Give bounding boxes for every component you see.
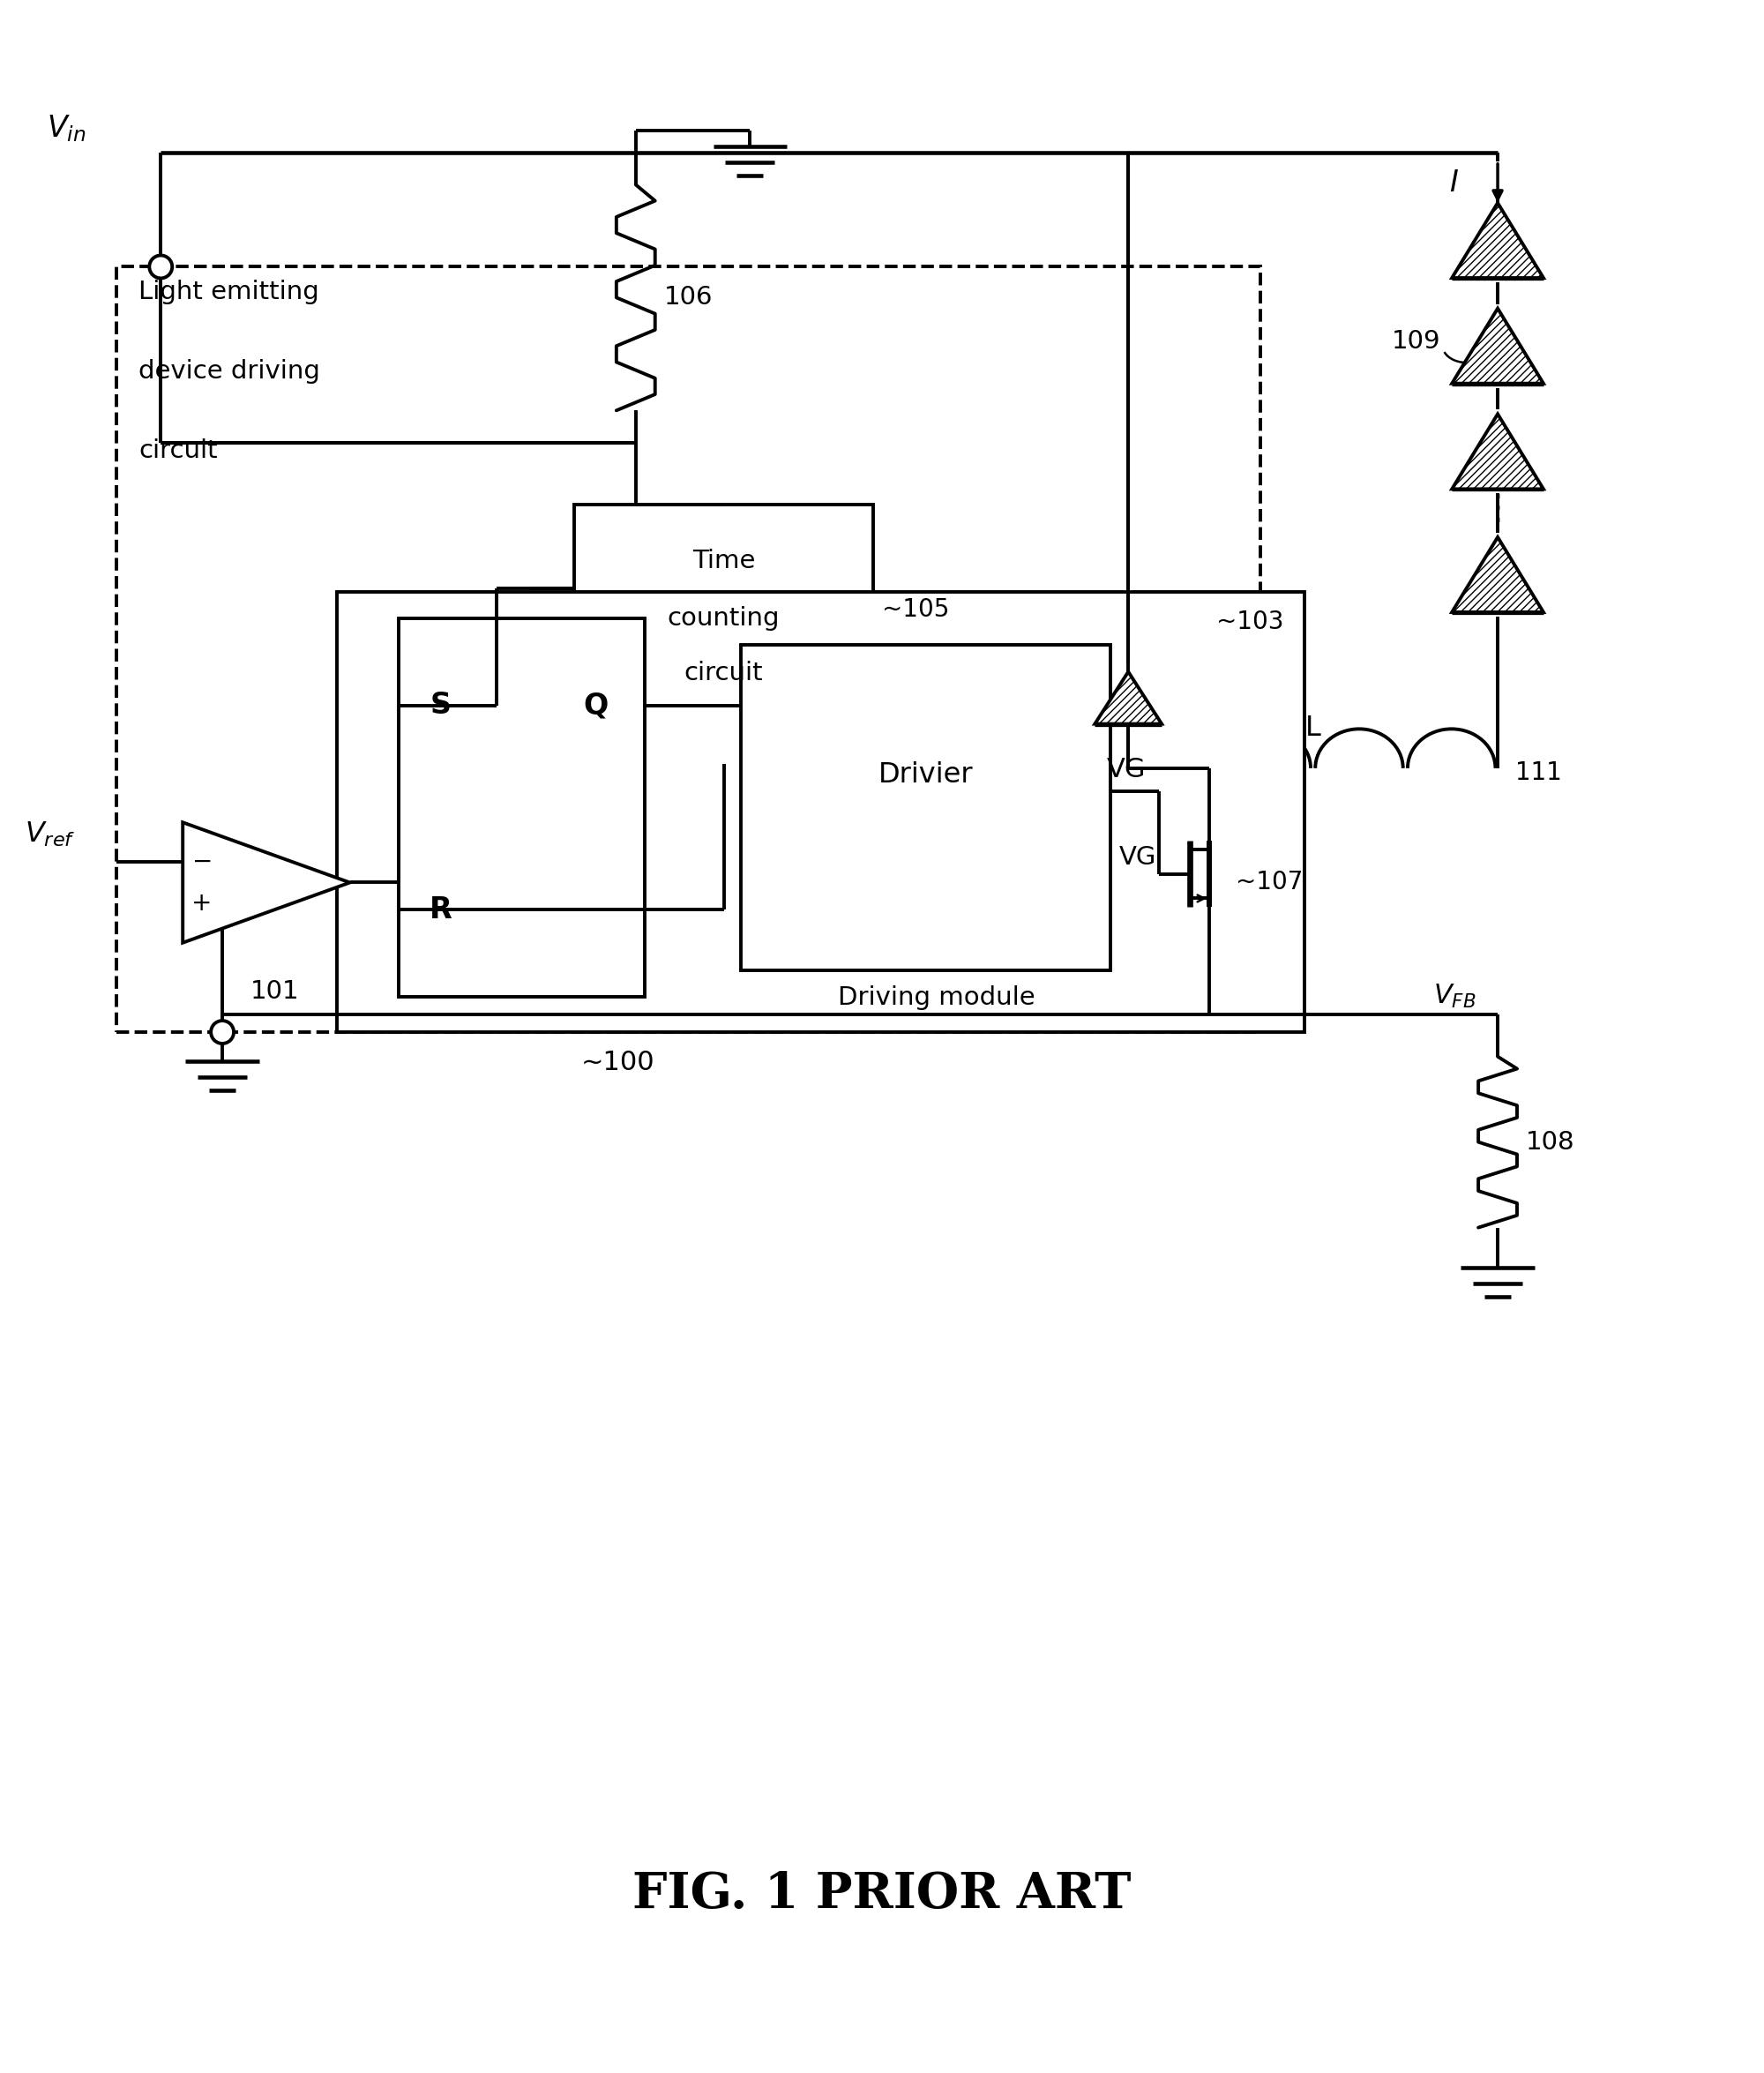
Text: Time: Time xyxy=(691,549,755,574)
Polygon shape xyxy=(1452,537,1544,612)
Circle shape xyxy=(150,255,173,278)
Text: $V_{ref}$: $V_{ref}$ xyxy=(25,821,76,848)
Polygon shape xyxy=(1095,672,1162,723)
Bar xyxy=(399,618,644,997)
Text: 108: 108 xyxy=(1526,1130,1575,1155)
Text: circuit: circuit xyxy=(684,661,764,686)
Text: Light emitting: Light emitting xyxy=(139,280,319,305)
Text: 101: 101 xyxy=(250,978,300,1003)
Text: R: R xyxy=(429,896,452,925)
Bar xyxy=(741,645,1111,970)
Text: Drivier: Drivier xyxy=(878,761,974,790)
Text: counting: counting xyxy=(667,605,780,630)
Text: L: L xyxy=(1305,715,1321,742)
Text: ~100: ~100 xyxy=(582,1049,654,1076)
Text: ~105: ~105 xyxy=(882,597,949,622)
Text: S: S xyxy=(430,690,452,719)
Text: 109: 109 xyxy=(1392,330,1441,354)
Text: −: − xyxy=(192,850,212,875)
Text: 106: 106 xyxy=(663,286,713,311)
Text: ~107: ~107 xyxy=(1235,871,1304,896)
Text: I: I xyxy=(1450,168,1459,197)
Text: $V_{in}$: $V_{in}$ xyxy=(46,114,86,143)
Text: +: + xyxy=(192,891,212,916)
Text: VG: VG xyxy=(1106,757,1147,784)
Bar xyxy=(337,593,1304,1032)
Text: Q: Q xyxy=(584,690,609,719)
Polygon shape xyxy=(1452,309,1544,384)
Text: FIG. 1 PRIOR ART: FIG. 1 PRIOR ART xyxy=(633,1870,1131,1918)
Text: ⋮: ⋮ xyxy=(1480,491,1515,524)
Text: VG: VG xyxy=(1118,844,1157,869)
Circle shape xyxy=(212,1020,235,1043)
Text: circuit: circuit xyxy=(139,437,217,462)
Text: $V_{FB}$: $V_{FB}$ xyxy=(1432,983,1476,1010)
Polygon shape xyxy=(1452,203,1544,278)
Bar xyxy=(573,504,873,715)
Text: device driving: device driving xyxy=(139,359,321,384)
Polygon shape xyxy=(183,823,349,943)
Text: ~103: ~103 xyxy=(1215,609,1284,634)
Text: 111: 111 xyxy=(1515,761,1561,786)
Bar xyxy=(116,267,1259,1032)
Polygon shape xyxy=(1452,415,1544,489)
Text: Driving module: Driving module xyxy=(838,985,1035,1010)
